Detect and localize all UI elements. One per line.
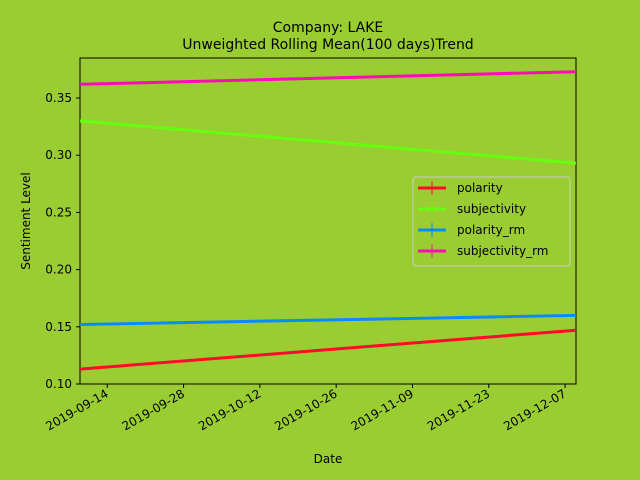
legend-label-polarity: polarity [457, 181, 503, 195]
chart-subtitle: Unweighted Rolling Mean(100 days)Trend [182, 37, 473, 53]
series-line-polarity [79, 328, 577, 371]
y-tick-label: 0.10 [45, 377, 72, 391]
x-tick-label: 2019-09-28 [120, 386, 187, 433]
x-tick-label: 2019-09-14 [43, 386, 110, 433]
legend-label-polarity_rm: polarity_rm [457, 223, 525, 237]
y-tick-label: 0.15 [45, 320, 72, 334]
series-layer [79, 70, 577, 371]
chart-title: Company: LAKE [273, 20, 383, 36]
x-axis: 2019-09-14 2019-09-28 2019-10-12 2019-10-26… [43, 384, 569, 433]
y-axis: 0.10 0.15 0.20 0.25 0.30 0.35 [45, 91, 80, 391]
x-tick-label: 2019-11-09 [349, 386, 416, 433]
legend-label-subjectivity_rm: subjectivity_rm [457, 244, 548, 258]
series-line-subjectivity [79, 119, 577, 165]
x-tick-label: 2019-10-26 [272, 386, 339, 433]
x-tick-label: 2019-11-23 [425, 386, 492, 433]
y-tick-label: 0.30 [45, 148, 72, 162]
y-tick-label: 0.25 [45, 205, 72, 219]
y-axis-label: Sentiment Level [19, 172, 33, 270]
series-line-polarity_rm [79, 313, 577, 326]
legend: polarity subjectivity polarity_rm subjectiv… [412, 176, 571, 267]
legend-box [412, 176, 571, 267]
x-tick-label: 2019-10-12 [196, 386, 263, 433]
y-tick-label: 0.35 [45, 91, 72, 105]
y-tick-label: 0.20 [45, 263, 72, 277]
x-tick-label: 2019-12-07 [501, 386, 568, 433]
legend-label-subjectivity: subjectivity [457, 202, 526, 216]
x-axis-label: Date [314, 452, 343, 466]
series-line-subjectivity_rm [79, 70, 577, 86]
